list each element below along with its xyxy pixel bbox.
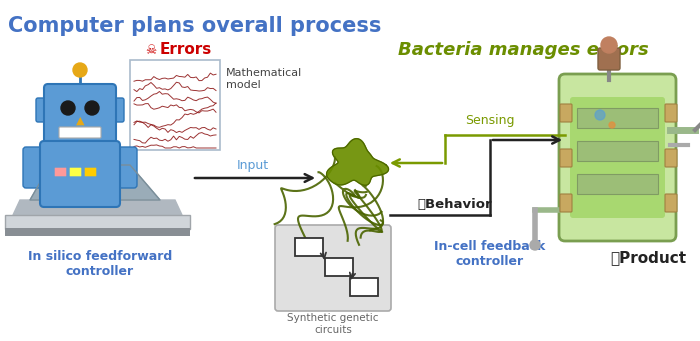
Text: Input: Input	[237, 159, 269, 172]
FancyBboxPatch shape	[665, 194, 677, 212]
FancyBboxPatch shape	[665, 104, 677, 122]
FancyBboxPatch shape	[665, 149, 677, 167]
FancyBboxPatch shape	[560, 149, 572, 167]
FancyBboxPatch shape	[59, 127, 101, 138]
FancyBboxPatch shape	[350, 278, 378, 296]
FancyBboxPatch shape	[40, 141, 120, 207]
FancyBboxPatch shape	[5, 215, 190, 229]
Circle shape	[73, 63, 87, 77]
Text: Sensing: Sensing	[466, 114, 514, 127]
Text: In-cell feedback
controller: In-cell feedback controller	[434, 240, 546, 268]
Circle shape	[61, 101, 75, 115]
Text: ☠: ☠	[145, 44, 156, 57]
FancyBboxPatch shape	[36, 98, 52, 122]
FancyBboxPatch shape	[560, 104, 572, 122]
Text: 🔒Product: 🔒Product	[610, 250, 686, 265]
Polygon shape	[30, 165, 160, 200]
Text: Mathematical
model: Mathematical model	[226, 68, 302, 90]
Circle shape	[609, 122, 615, 128]
Text: In silico feedforward
controller: In silico feedforward controller	[28, 250, 172, 278]
FancyBboxPatch shape	[577, 141, 658, 161]
FancyBboxPatch shape	[70, 168, 81, 176]
FancyBboxPatch shape	[325, 258, 353, 276]
FancyBboxPatch shape	[275, 225, 391, 311]
Text: ▲: ▲	[76, 116, 84, 126]
FancyBboxPatch shape	[108, 98, 124, 122]
FancyBboxPatch shape	[295, 238, 323, 256]
FancyBboxPatch shape	[560, 194, 572, 212]
FancyBboxPatch shape	[44, 84, 116, 144]
FancyBboxPatch shape	[111, 147, 137, 188]
FancyBboxPatch shape	[5, 228, 190, 236]
FancyBboxPatch shape	[598, 48, 620, 70]
FancyBboxPatch shape	[577, 108, 658, 128]
Text: 🔒Behavior: 🔒Behavior	[418, 198, 492, 211]
Circle shape	[85, 101, 99, 115]
FancyBboxPatch shape	[130, 60, 220, 150]
Circle shape	[601, 37, 617, 53]
Text: Synthetic genetic
circuits: Synthetic genetic circuits	[287, 313, 379, 335]
Circle shape	[530, 240, 540, 250]
FancyBboxPatch shape	[570, 97, 665, 218]
FancyBboxPatch shape	[55, 168, 66, 176]
Polygon shape	[327, 139, 389, 185]
FancyBboxPatch shape	[23, 147, 49, 188]
FancyBboxPatch shape	[85, 168, 97, 176]
FancyBboxPatch shape	[559, 74, 676, 241]
Text: Bacteria manages errors: Bacteria manages errors	[398, 41, 649, 59]
Circle shape	[595, 110, 605, 120]
FancyBboxPatch shape	[577, 174, 658, 194]
Text: Errors: Errors	[160, 43, 212, 58]
Text: Computer plans overall process: Computer plans overall process	[8, 16, 382, 36]
Polygon shape	[13, 200, 182, 215]
